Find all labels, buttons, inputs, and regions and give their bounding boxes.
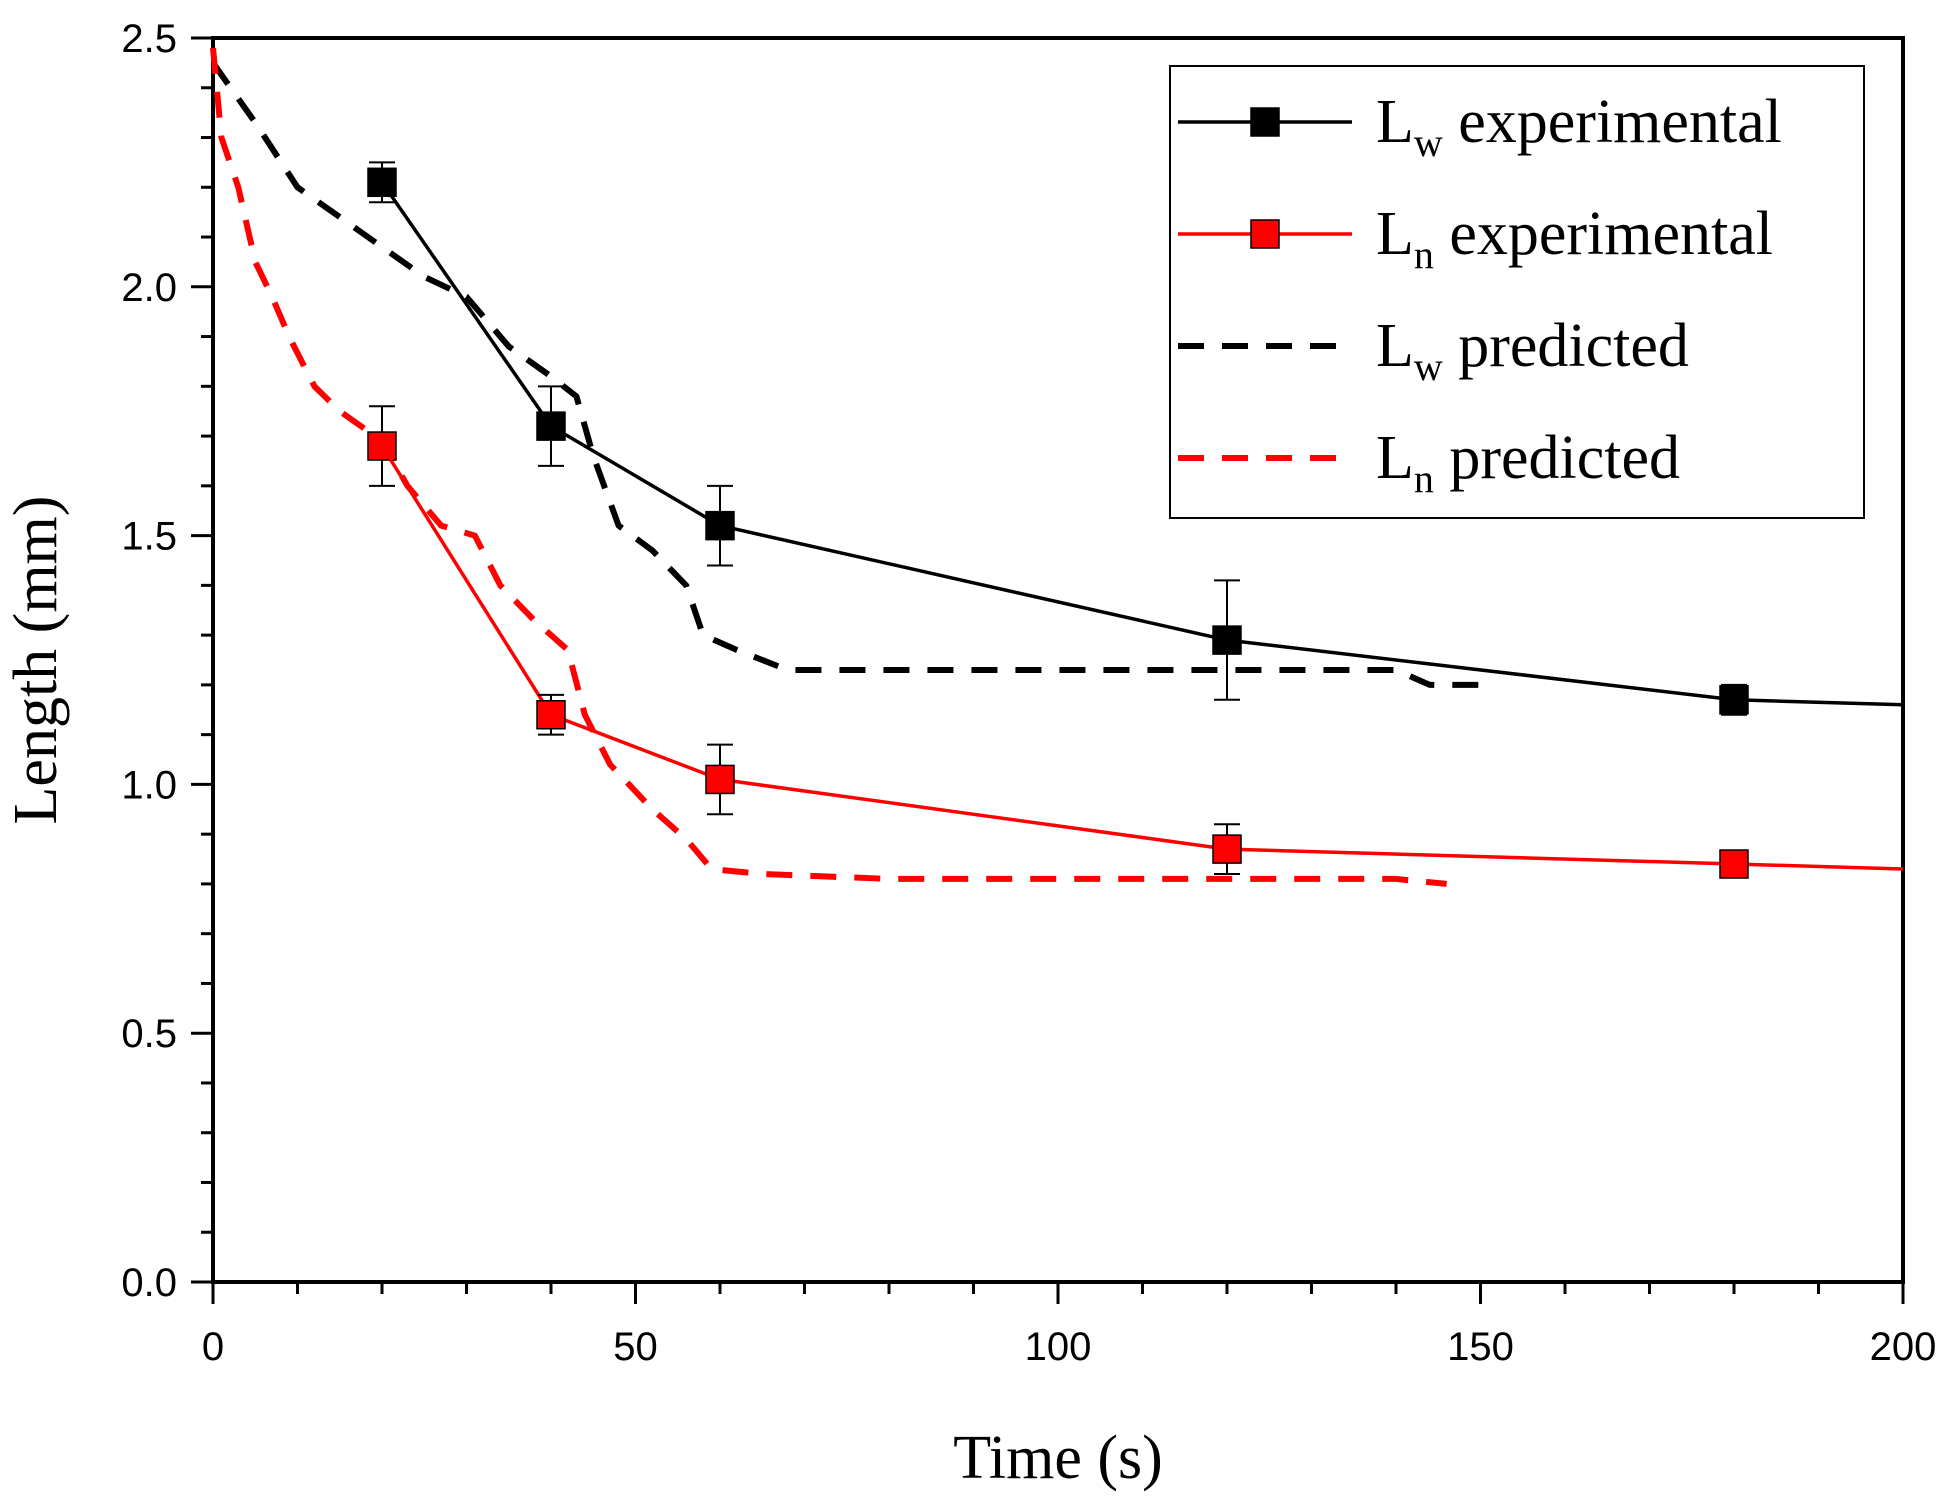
- series-lw-predicted: [210, 61, 1481, 688]
- series-line: [210, 47, 1447, 887]
- data-point-marker: [1212, 834, 1242, 864]
- y-axis-title: Length (mm): [2, 496, 70, 825]
- data-point-marker: [1719, 849, 1749, 879]
- y-tick-label: 1.0: [121, 763, 177, 807]
- x-tick-label: 0: [202, 1325, 224, 1369]
- data-point-marker: [1212, 625, 1242, 655]
- legend-item: Ln predicted: [1178, 424, 1680, 501]
- data-point-marker: [705, 510, 735, 541]
- legend-label: Ln predicted: [1376, 424, 1680, 501]
- data-point-marker: [536, 411, 566, 441]
- data-point-marker: [367, 167, 397, 198]
- y-tick-label: 1.5: [121, 515, 177, 559]
- series-ln-predicted: [210, 47, 1447, 887]
- y-axis: 0.0 0.5 1.0 1.5 2.0 2.5: [121, 17, 213, 1305]
- series-lw-experimental: [367, 161, 1904, 716]
- legend-marker: [1250, 219, 1280, 249]
- legend-item: Lw experimental: [1178, 88, 1782, 165]
- legend-item: Ln experimental: [1178, 200, 1773, 277]
- x-tick-label: 150: [1447, 1325, 1514, 1369]
- legend-item: Lw predicted: [1178, 312, 1689, 389]
- x-axis-title: Time (s): [953, 1424, 1163, 1492]
- legend-label: Lw predicted: [1376, 312, 1689, 389]
- data-point-marker: [536, 699, 566, 730]
- series-line: [380, 445, 1904, 871]
- legend-box: [1169, 65, 1865, 519]
- y-tick-label: 2.0: [121, 266, 177, 310]
- series-line: [210, 61, 1481, 688]
- y-tick-label: 0.5: [121, 1012, 177, 1056]
- x-tick-label: 100: [1025, 1325, 1092, 1369]
- legend: Lw experimental Ln experimental Lw predict…: [1169, 65, 1865, 519]
- y-tick-label: 2.5: [121, 17, 177, 61]
- legend-marker: [1250, 107, 1280, 137]
- series-line: [380, 181, 1904, 707]
- data-point-marker: [705, 764, 735, 795]
- x-axis: 0 50 100 150 200: [202, 1282, 1937, 1369]
- series-layer: [210, 47, 1904, 887]
- x-tick-label: 50: [613, 1325, 658, 1369]
- data-point-marker: [1719, 685, 1749, 715]
- legend-label: Ln experimental: [1376, 200, 1773, 277]
- y-tick-label: 0.0: [121, 1261, 177, 1305]
- legend-label: Lw experimental: [1376, 88, 1782, 165]
- x-tick-label: 200: [1870, 1325, 1937, 1369]
